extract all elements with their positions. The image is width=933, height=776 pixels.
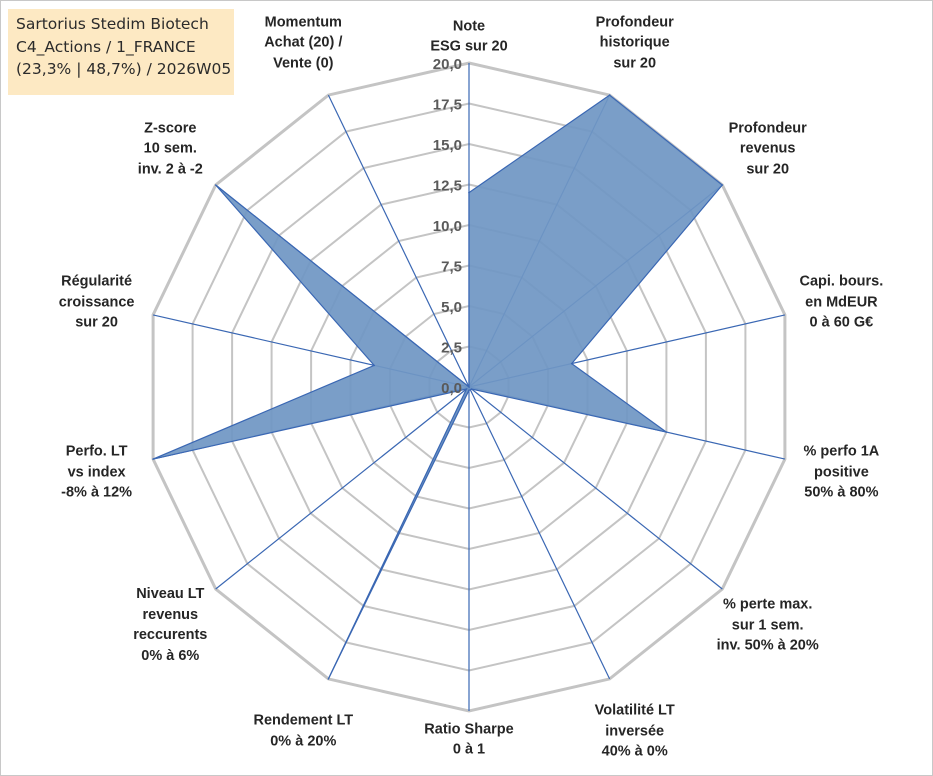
axis-label-line: Achat (20) / [264,34,343,51]
tick-label: 5,0 [441,299,462,316]
axis-label: Note ESG sur 20 [430,16,507,57]
axis-label-line: inversée [605,722,665,739]
axis-label-line: % perfo 1A [803,443,880,460]
tick-label: 7,5 [441,259,462,276]
info-box: Sartorius Stedim Biotech C4_Actions / 1_… [8,9,234,95]
tick-label: 15,0 [433,137,462,154]
data-point [468,191,470,194]
axis-label-line: Note [452,18,486,34]
axis-label: Momentum Achat (20) / Vente (0) [264,12,342,74]
data-point [469,389,472,391]
axis-label-line: 0 à 1 [452,741,486,758]
axis-label: Z-score 10 sem. inv. 2 à -2 [138,118,203,180]
axis-label-line: Rendement LT [253,712,354,729]
axis-label: % perte max. sur 1 sem. inv. 50% à 20% [717,594,819,656]
tick-label: 0,0 [441,380,462,397]
data-point [665,431,668,433]
data-point [214,184,217,186]
data-point [465,388,468,390]
info-category: C4_Actions / 1_FRANCE [16,37,196,56]
axis-label-line: en MdEUR [805,293,878,310]
info-stats: (23,3% | 48,7%) / 2026W05 [16,60,232,78]
axis-label: Ratio Sharpe 0 à 1 [424,719,513,760]
axis-label-line: Volatilité LT [594,702,675,719]
axis-label-line: Niveau LT [136,586,205,603]
axis-spoke [468,386,723,590]
tick-label: 12,5 [433,178,462,195]
axis-label-line: 0% à 6% [141,647,200,664]
data-point [468,386,470,388]
data-point [470,388,473,390]
axis-spoke [215,386,470,590]
axis-label-line: Z-score [144,120,197,137]
axis-label: Perfo. LT vs index -8% à 12% [61,441,132,503]
data-point [570,362,573,365]
radar-tick-labels: 0,0 2,5 5,0 7,5 10,0 12,5 15,0 17,5 20,0 [433,56,462,397]
axis-label: Capi. bours. en MdEUR 0 à 60 G€ [799,271,883,333]
data-point [721,184,724,186]
axis-label-line: 50% à 80% [804,484,879,501]
radar-series [152,94,724,680]
axis-label: Rendement LT 0% à 20% [253,711,353,752]
axis-label: Régularité croissance sur 20 [59,271,135,333]
data-point [327,678,330,680]
axis-label-line: % perte max. [722,596,813,613]
tick-label: 2,5 [441,340,462,357]
axis-label: Profondeur revenus sur 20 [729,118,807,180]
axis-label-line: sur 20 [613,55,657,72]
axis-label-line: revenus [142,606,199,623]
data-point [468,389,470,392]
axis-label-line: Profondeur [595,14,674,31]
tick-label: 20,0 [433,56,462,73]
axis-spoke [468,386,611,680]
tick-label: 17,5 [433,97,462,114]
axis-label-line: ESG sur 20 [430,38,508,55]
axis-label-line: Vente (0) [273,55,334,72]
axis-label-line: vs index [67,463,126,480]
axis-label-line: revenus [739,140,796,157]
axis-label-line: inv. 2 à -2 [137,161,203,178]
axis-label-line: sur 20 [746,161,790,178]
axis-label-line: sur 20 [75,314,118,331]
axis-label-line: Régularité [61,273,133,290]
axis-label-line: Profondeur [728,120,807,137]
axis-label-line: 40% à 0% [601,743,668,760]
axis-label-line: positive [813,463,869,480]
axis-label: % perfo 1A positive 50% à 80% [804,441,880,503]
data-point [373,364,376,367]
data-point [152,458,154,460]
axis-label-line: reccurents [133,627,208,644]
axis-label-line: Perfo. LT [65,443,128,460]
axis-label-line: Momentum [264,14,342,31]
axis-spoke [327,94,470,388]
info-company: Sartorius Stedim Biotech [16,15,209,33]
axis-label-line: historique [599,34,670,51]
axis-label-line: 10 sem. [143,140,197,157]
axis-label: Volatilité LT inversée 40% à 0% [595,700,675,762]
axis-label: Niveau LT revenus reccurents 0% à 6% [133,584,207,666]
axis-label: Profondeur historique sur 20 [596,12,674,74]
axis-label-line: Ratio Sharpe [424,721,514,737]
axis-label-line: croissance [58,293,135,310]
axis-label-line: 0 à 60 G€ [809,314,874,331]
axis-label-line: 0% à 20% [270,733,337,750]
axis-label-line: -8% à 12% [61,484,133,501]
axis-label-line: sur 1 sem. [731,616,804,633]
axis-label-line: Capi. bours. [799,273,884,290]
axis-label-line: inv. 50% à 20% [716,637,819,654]
data-point [608,94,611,96]
tick-label: 10,0 [433,218,462,235]
